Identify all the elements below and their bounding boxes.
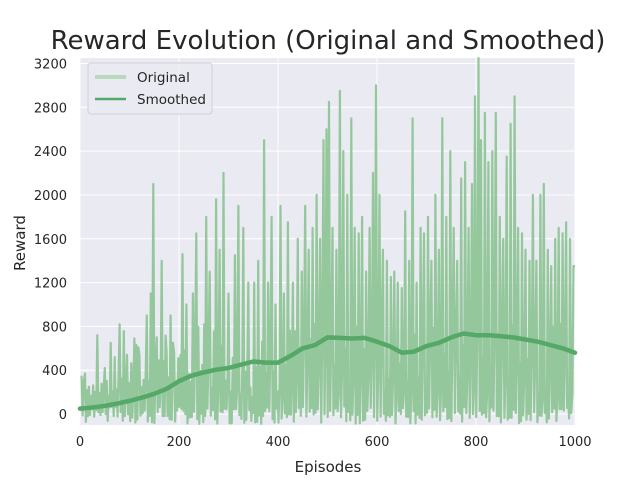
x-tick-label: 400 xyxy=(266,435,291,450)
smoothed-line xyxy=(77,331,578,411)
original-line xyxy=(80,56,575,425)
series-smoothed xyxy=(77,331,578,411)
x-tick-label: 200 xyxy=(167,435,192,450)
y-axis-ticks: 0 400 800 1200 1600 2000 2400 2800 3200 xyxy=(34,57,67,423)
legend: Original Smoothed xyxy=(87,62,213,115)
series-original xyxy=(80,56,575,425)
y-tick-label: 3200 xyxy=(34,57,67,72)
y-tick-label: 2000 xyxy=(34,189,67,204)
y-tick-label: 2800 xyxy=(34,101,67,116)
legend-label-original: Original xyxy=(137,70,190,86)
y-tick-label: 1200 xyxy=(34,277,67,292)
x-tick-label: 0 xyxy=(76,435,84,450)
y-tick-label: 800 xyxy=(42,320,67,335)
y-tick-label: 400 xyxy=(42,364,67,379)
x-tick-label: 600 xyxy=(365,435,390,450)
y-tick-label: 0 xyxy=(59,408,67,423)
chart-title: Reward Evolution (Original and Smoothed) xyxy=(51,26,606,56)
x-axis-label: Episodes xyxy=(295,458,362,476)
legend-label-smoothed: Smoothed xyxy=(137,92,206,108)
y-tick-label: 1600 xyxy=(34,233,67,248)
y-axis-label: Reward xyxy=(11,215,29,271)
x-tick-label: 800 xyxy=(464,435,489,450)
x-tick-label: 1000 xyxy=(558,435,591,450)
y-tick-label: 2400 xyxy=(34,145,67,160)
x-axis-ticks: 0 200 400 600 800 1000 xyxy=(76,435,592,450)
